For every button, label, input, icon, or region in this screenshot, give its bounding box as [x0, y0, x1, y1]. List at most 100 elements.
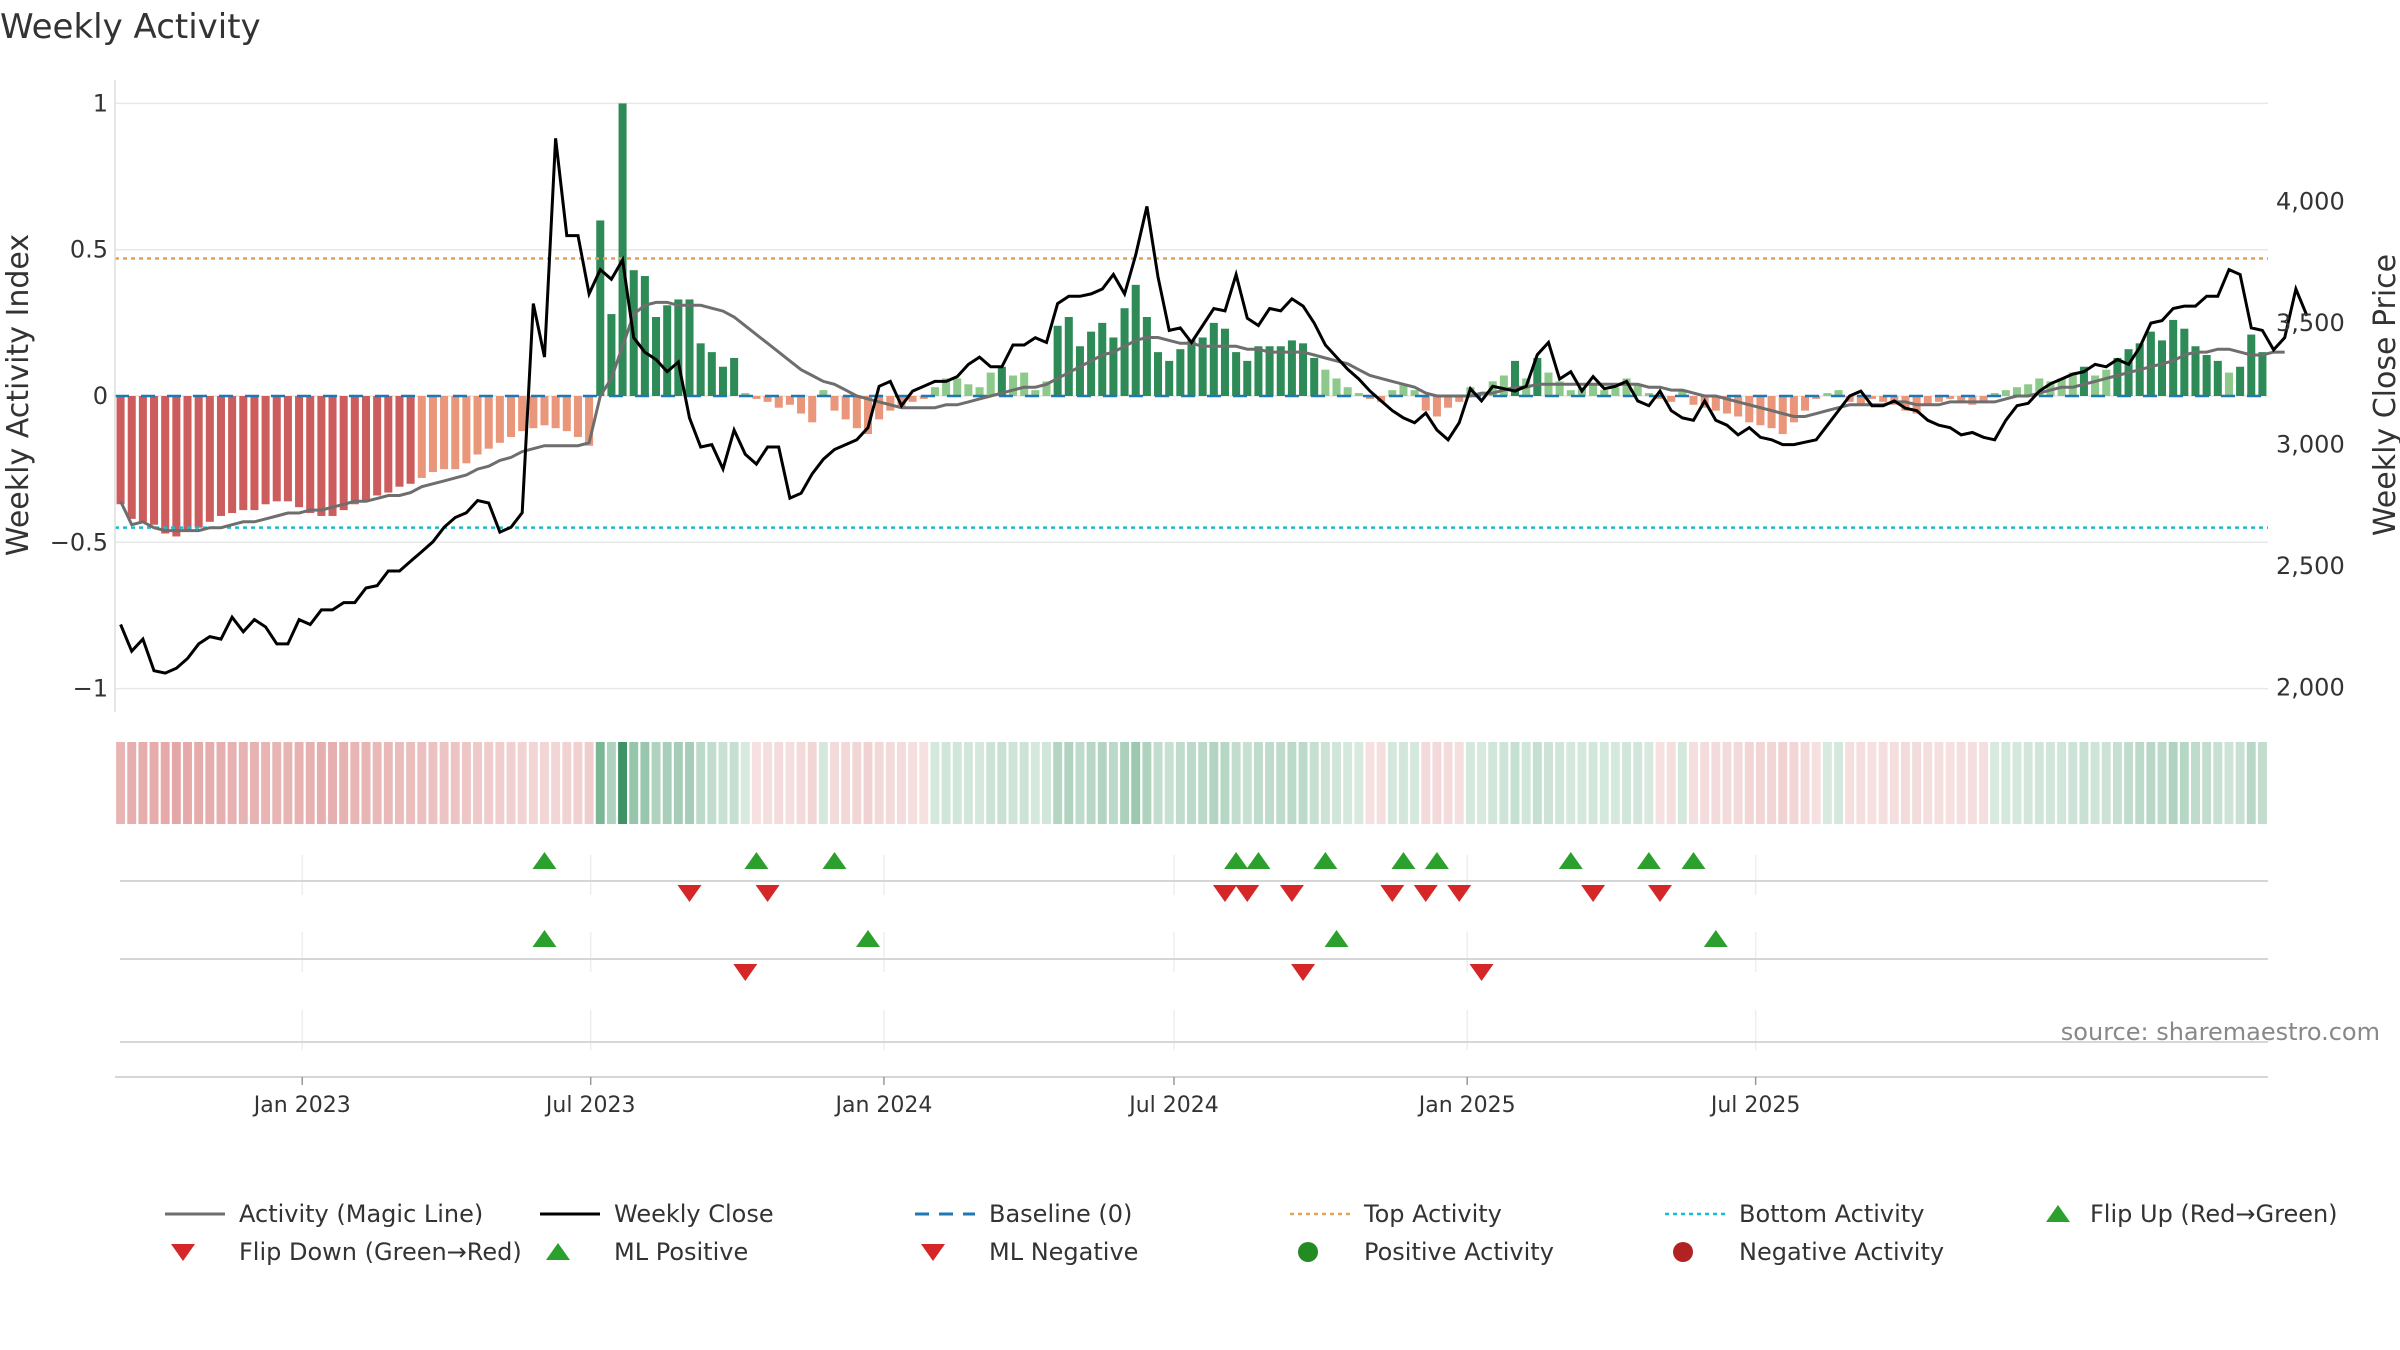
- activity-strip-cell: [651, 742, 661, 824]
- activity-strip-cell: [941, 742, 951, 824]
- activity-bar: [986, 372, 995, 396]
- ml-positive-marker: [855, 930, 880, 947]
- activity-bar: [852, 396, 861, 429]
- activity-bar: [707, 352, 716, 396]
- activity-bar: [1243, 360, 1252, 396]
- activity-strip-cell: [328, 742, 337, 824]
- activity-bar: [116, 396, 125, 505]
- activity-bar: [2169, 319, 2178, 396]
- activity-bar: [2247, 334, 2256, 396]
- activity-bar: [484, 396, 493, 449]
- activity-bar: [930, 387, 939, 396]
- activity-bar: [1198, 337, 1207, 396]
- activity-bar: [1310, 357, 1319, 396]
- activity-bar: [1154, 352, 1163, 396]
- activity-strip-cell: [1521, 742, 1531, 824]
- source-label: source: sharemaestro.com: [2061, 1018, 2380, 1046]
- activity-strip-cell: [294, 742, 304, 824]
- activity-bar: [406, 396, 415, 484]
- activity-strip-cell: [2012, 742, 2022, 824]
- activity-strip-cell: [1967, 742, 1977, 824]
- activity-bar: [863, 396, 873, 435]
- activity-strip-cell: [751, 742, 761, 824]
- activity-strip-cell: [305, 742, 315, 824]
- activity-strip-cell: [1465, 742, 1475, 824]
- activity-bar: [161, 396, 170, 534]
- x-tick-label: Jan 2025: [1417, 1093, 1516, 1118]
- activity-bar: [1087, 331, 1096, 396]
- activity-bar: [1689, 396, 1698, 405]
- triangle-down-icon: [921, 1244, 945, 1261]
- activity-bar: [2102, 369, 2111, 396]
- activity-bar: [1455, 396, 1464, 402]
- activity-bar: [1020, 372, 1029, 396]
- activity-bar: [2258, 352, 2267, 396]
- activity-bar: [1968, 396, 1977, 405]
- activity-bar: [808, 396, 817, 423]
- activity-bar: [663, 305, 672, 396]
- activity-bar: [618, 103, 627, 396]
- legend-item-negative-activity: Negative Activity: [1665, 1238, 1944, 1266]
- activity-bar: [1734, 396, 1743, 417]
- weekly-close-line: [119, 138, 2309, 675]
- activity-strip-cell: [1108, 742, 1118, 824]
- activity-strip-cell: [618, 742, 628, 824]
- activity-strip-cell: [238, 742, 248, 824]
- legend-item-bottom-activity: Bottom Activity: [1665, 1200, 1924, 1228]
- activity-strip-cell: [1008, 742, 1018, 824]
- activity-strip-cell: [1700, 742, 1710, 824]
- activity-strip-cell: [216, 742, 226, 824]
- activity-bar: [1321, 369, 1330, 396]
- activity-bar: [328, 396, 337, 516]
- activity-strip-cell: [1164, 742, 1174, 824]
- activity-strip-cell: [2023, 742, 2033, 824]
- activity-bar: [841, 396, 850, 420]
- activity-bar: [440, 396, 449, 470]
- activity-strip-cell: [517, 742, 527, 824]
- activity-bar: [1008, 375, 1018, 396]
- activity-bar: [1220, 328, 1229, 396]
- activity-strip-cell: [1733, 742, 1743, 824]
- legend-label: Bottom Activity: [1739, 1200, 1925, 1228]
- activity-bar: [551, 396, 560, 429]
- legend-item-positive-activity: Positive Activity: [1290, 1238, 1554, 1266]
- activity-strip-cell: [227, 742, 237, 824]
- activity-strip-cell: [473, 742, 483, 824]
- activity-strip-cell: [919, 742, 929, 824]
- activity-bar: [1845, 396, 1854, 402]
- activity-strip-cell: [261, 742, 271, 824]
- activity-strip-cell: [707, 742, 717, 824]
- activity-strip-cell: [1488, 742, 1498, 824]
- activity-strip-cell: [417, 742, 427, 824]
- activity-bar: [1187, 340, 1196, 396]
- activity-strip-cell: [1120, 742, 1130, 824]
- activity-strip-cell: [2046, 742, 2055, 824]
- legend-row-2: Flip Down (Green→Red) ML Positive ML Neg…: [150, 1238, 2390, 1276]
- y-tick-label: 0: [93, 382, 108, 410]
- activity-strip-cell: [841, 742, 851, 824]
- activity-strip-cell: [1878, 742, 1888, 824]
- activity-strip-cell: [2168, 742, 2178, 824]
- activity-bar: [127, 396, 136, 519]
- activity-strip-cell: [484, 742, 494, 824]
- activity-bar: [1299, 343, 1308, 396]
- x-tick-label: Jul 2024: [1127, 1093, 1219, 1118]
- activity-strip-cell: [1097, 742, 1107, 824]
- activity-bar: [1722, 396, 1731, 414]
- activity-bar: [730, 357, 739, 396]
- activity-strip-cell: [1398, 742, 1408, 824]
- activity-strip-cell: [1510, 742, 1520, 824]
- activity-strip-cell: [2179, 742, 2189, 824]
- activity-bar: [919, 396, 928, 399]
- activity-strip-cell: [1778, 742, 1788, 824]
- activity-strip-cell: [283, 742, 293, 824]
- activity-strip-cell: [1934, 742, 1944, 824]
- activity-bar: [897, 396, 906, 408]
- activity-strip-cell: [1477, 742, 1487, 824]
- flip-down-marker: [1648, 885, 1673, 902]
- flip-down-marker: [1235, 885, 1260, 902]
- activity-bar: [1566, 390, 1575, 396]
- activity-bar: [306, 396, 315, 514]
- activity-strip-cell: [1231, 742, 1241, 824]
- dot-icon: [1298, 1242, 1318, 1262]
